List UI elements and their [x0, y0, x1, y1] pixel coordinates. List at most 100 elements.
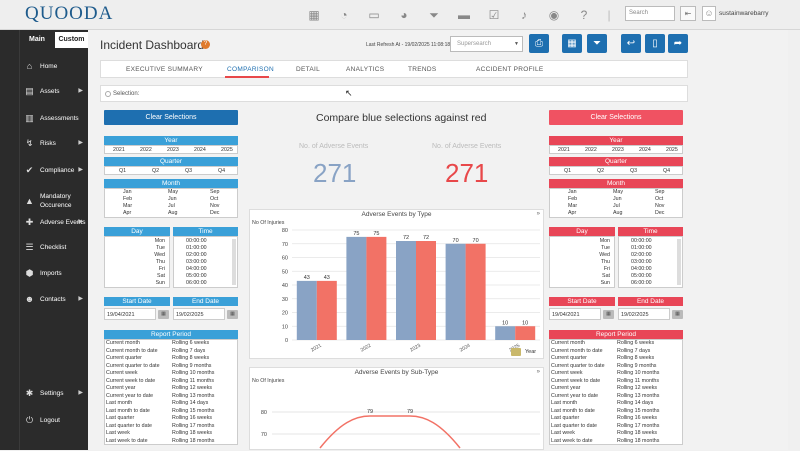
report-period-option[interactable]: Rolling 9 months: [617, 362, 657, 369]
report-period-option[interactable]: Last quarter to date: [106, 422, 152, 429]
tab-custom[interactable]: Custom: [55, 32, 88, 48]
print-button[interactable]: ⎙: [529, 34, 549, 53]
month-option[interactable]: Jun: [613, 196, 622, 202]
month-option[interactable]: Oct: [210, 196, 219, 202]
day-option[interactable]: Thu: [600, 259, 610, 265]
filter-icon[interactable]: ⏷: [429, 8, 439, 22]
quarter-option[interactable]: Q3: [185, 168, 193, 174]
tab-trends[interactable]: TRENDS: [408, 66, 437, 73]
day-option[interactable]: Tue: [601, 245, 610, 251]
day-option[interactable]: Sat: [157, 273, 165, 279]
calendar-icon[interactable]: ▦: [227, 310, 238, 319]
report-period-option[interactable]: Rolling 8 weeks: [172, 355, 210, 361]
month-option[interactable]: May: [613, 189, 624, 195]
checklist-icon[interactable]: ☑: [488, 8, 500, 22]
report-period-option[interactable]: Rolling 10 months: [617, 370, 660, 376]
month-option[interactable]: Sep: [655, 189, 665, 195]
folder-icon[interactable]: ▬: [458, 8, 470, 22]
report-period-option[interactable]: Rolling 6 weeks: [172, 340, 210, 346]
calendar-icon[interactable]: ▦: [158, 310, 169, 319]
time-option[interactable]: 06:00:00: [631, 280, 652, 286]
time-option[interactable]: 02:00:00: [186, 252, 207, 258]
report-period-option[interactable]: Current month to date: [106, 347, 158, 354]
month-option[interactable]: Feb: [568, 196, 578, 202]
end-date-field[interactable]: 19/02/2025: [173, 308, 225, 320]
month-option[interactable]: Nov: [655, 203, 665, 209]
expand-icon[interactable]: »: [536, 211, 540, 217]
sidebar-item-logout[interactable]: ⏻ Logout: [25, 414, 60, 425]
time-option[interactable]: 03:00:00: [186, 259, 207, 265]
day-option[interactable]: Thu: [155, 259, 165, 265]
calendar-button[interactable]: ▦: [562, 34, 582, 53]
year-option[interactable]: 2023: [167, 147, 179, 153]
report-period-option[interactable]: Current quarter: [106, 355, 142, 361]
report-period-option[interactable]: Rolling 7 days: [617, 347, 651, 354]
month-option[interactable]: Aug: [613, 210, 623, 216]
report-period-option[interactable]: Current quarter to date: [106, 362, 160, 369]
month-option[interactable]: Mar: [123, 203, 133, 209]
report-period-option[interactable]: Rolling 14 days: [172, 400, 209, 406]
day-option[interactable]: Mon: [599, 238, 610, 244]
report-period-option[interactable]: Rolling 12 weeks: [617, 385, 658, 391]
sidebar-item-imports[interactable]: ⬢ Imports: [25, 267, 62, 278]
search-go-icon[interactable]: ⇤: [680, 6, 696, 21]
time-option[interactable]: 01:00:00: [631, 245, 652, 251]
year-option[interactable]: 2021: [558, 147, 570, 153]
day-option[interactable]: Wed: [154, 252, 165, 258]
day-option[interactable]: Tue: [156, 245, 165, 251]
report-period-option[interactable]: Rolling 9 months: [172, 362, 212, 369]
report-period-option[interactable]: Last quarter to date: [551, 422, 597, 429]
report-period-option[interactable]: Rolling 13 months: [617, 392, 660, 399]
day-option[interactable]: Wed: [599, 252, 610, 258]
report-period-option[interactable]: Rolling 14 days: [617, 400, 654, 406]
report-period-option[interactable]: Current week: [551, 370, 583, 376]
quarter-option[interactable]: Q2: [152, 168, 160, 174]
sidebar-item-contacts[interactable]: ☻ Contacts ▶: [24, 293, 83, 304]
month-option[interactable]: Apr: [123, 210, 132, 216]
report-period-option[interactable]: Rolling 16 weeks: [172, 415, 213, 421]
eye-icon[interactable]: ◉: [548, 8, 560, 22]
help-badge-icon[interactable]: ?: [201, 40, 210, 49]
report-period-option[interactable]: Last week to date: [106, 437, 148, 444]
time-option[interactable]: 04:00:00: [186, 266, 207, 272]
time-option[interactable]: 05:00:00: [631, 273, 652, 279]
report-period-option[interactable]: Rolling 18 months: [172, 437, 215, 444]
calendar-icon[interactable]: ▦: [308, 8, 320, 22]
quarter-option[interactable]: Q1: [119, 168, 127, 174]
report-period-option[interactable]: Current quarter: [551, 355, 587, 361]
sidebar-item-compliance[interactable]: ✔ Compliance ▶: [25, 164, 83, 175]
sidebar-item-assets[interactable]: ▤ Assets ▶: [25, 85, 83, 96]
time-option[interactable]: 05:00:00: [186, 273, 207, 279]
day-option[interactable]: Fri: [158, 266, 165, 272]
report-period-option[interactable]: Rolling 15 months: [617, 407, 660, 414]
report-period-option[interactable]: Rolling 7 days: [172, 347, 206, 354]
sidebar-item-home[interactable]: ⌂ Home: [22, 55, 88, 77]
report-period-option[interactable]: Current year: [551, 385, 581, 391]
time-option[interactable]: 04:00:00: [631, 266, 652, 272]
month-option[interactable]: Jan: [568, 189, 577, 195]
report-period-option[interactable]: Current week to date: [551, 377, 601, 384]
year-filter-icon[interactable]: [511, 348, 521, 356]
time-option[interactable]: 06:00:00: [186, 280, 207, 286]
day-option[interactable]: Mon: [154, 238, 165, 244]
start-date-field[interactable]: 19/04/2021: [549, 308, 601, 320]
report-period-option[interactable]: Rolling 11 months: [172, 377, 215, 384]
report-period-option[interactable]: Last week to date: [551, 437, 593, 444]
report-period-option[interactable]: Current week: [106, 370, 138, 376]
sidebar-item-mandatory[interactable]: ▲ Mandatory Occurence: [25, 193, 72, 209]
inbox-icon[interactable]: ▭: [368, 8, 380, 22]
tab-accident-profile[interactable]: ACCIDENT PROFILE: [476, 66, 544, 73]
tab-analytics[interactable]: ANALYTICS: [346, 66, 385, 73]
filter-button[interactable]: ⏷: [587, 34, 607, 53]
month-option[interactable]: May: [168, 189, 179, 195]
year-option[interactable]: 2024: [639, 147, 651, 153]
month-option[interactable]: Oct: [655, 196, 664, 202]
search-input[interactable]: Search: [625, 6, 675, 21]
report-period-option[interactable]: Rolling 16 weeks: [617, 415, 658, 421]
sidebar-item-checklist[interactable]: ☰ Checklist: [25, 241, 67, 252]
bell-icon[interactable]: ♪: [521, 8, 527, 22]
day-option[interactable]: Sun: [155, 280, 165, 286]
gauge-icon[interactable]: ◔: [340, 8, 348, 22]
report-period-option[interactable]: Rolling 18 weeks: [617, 430, 658, 436]
quarter-option[interactable]: Q3: [630, 168, 638, 174]
